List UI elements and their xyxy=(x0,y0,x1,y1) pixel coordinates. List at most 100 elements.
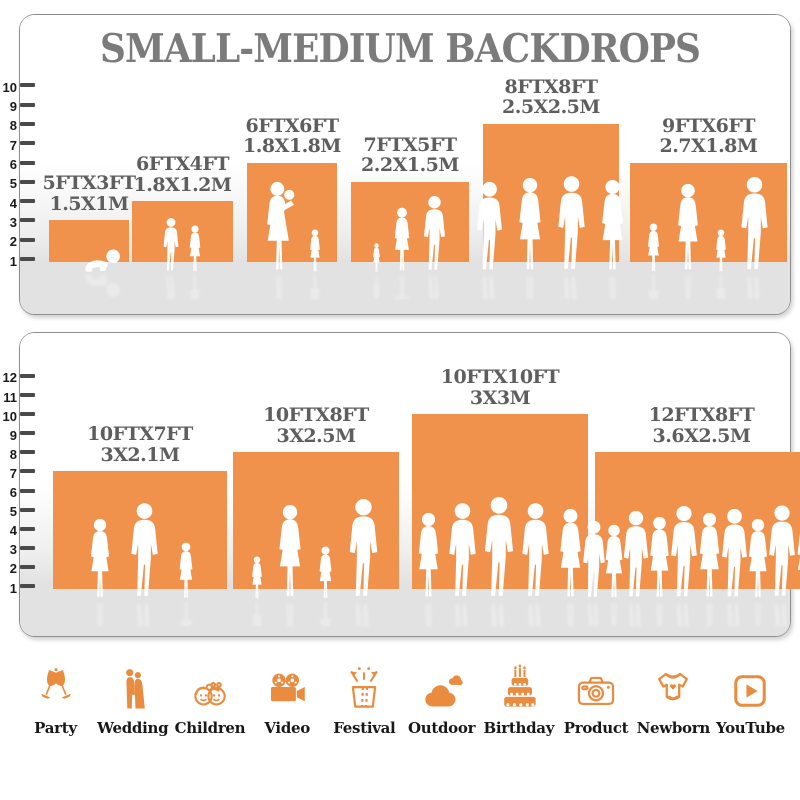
axis-tick-label: 4 xyxy=(9,523,17,539)
woman-silhouette xyxy=(373,243,380,272)
person-silhouette-wrap xyxy=(593,179,632,273)
axis-tick-label: 2 xyxy=(9,234,17,250)
person-silhouette-wrap xyxy=(642,516,677,600)
backdrop-size-label: 10FTX8FT 3X2.5M xyxy=(206,405,426,446)
woman-silhouette xyxy=(601,179,623,270)
axis-tick-mark xyxy=(20,102,35,107)
man-silhouette xyxy=(349,499,378,596)
woman-silhouette xyxy=(518,177,541,270)
category-label: Birthday xyxy=(483,719,555,737)
category-label: Newborn xyxy=(636,719,711,737)
axis-tick-mark xyxy=(20,83,35,88)
person-silhouette-wrap xyxy=(551,508,590,600)
man-silhouette xyxy=(583,520,605,597)
woman-silhouette xyxy=(279,504,301,597)
backdrop-size-meters: 3X2.5M xyxy=(276,424,356,447)
person-silhouette-wrap xyxy=(552,175,591,273)
person-silhouette-wrap xyxy=(343,498,384,600)
category-label: Children xyxy=(174,719,246,737)
axis-tick-mark xyxy=(20,393,35,397)
axis-tick-label: 2 xyxy=(9,561,17,577)
person-silhouette-wrap xyxy=(735,176,774,273)
backdrop-size-feet: 6FTX6FT xyxy=(245,114,339,137)
bar-people-group xyxy=(207,181,377,273)
person-silhouette-wrap xyxy=(516,502,555,600)
backdrop-size-label: 10FTX10FT 3X3M xyxy=(390,367,610,408)
category-label: YouTube xyxy=(715,719,785,737)
man-silhouette xyxy=(484,497,514,596)
axis-tick-mark xyxy=(20,160,35,165)
woman-silhouette xyxy=(678,183,698,270)
man-silhouette xyxy=(769,505,795,596)
medium-backdrops-panel: 1 2 3 4 5 6 7 8 9 10 11 12 10FTX7FT 3X2.1M 10FTX8FT 3X2… xyxy=(3,332,800,637)
category-item-video: Video xyxy=(250,655,325,737)
category-item-outdoor: Outdoor xyxy=(404,655,479,737)
person-silhouette-wrap xyxy=(419,195,450,273)
category-label: Product xyxy=(563,719,629,737)
person-silhouette-wrap xyxy=(370,243,383,273)
backdrop-size-label: 5FTX3FT 1.5X1M xyxy=(0,173,199,214)
backdrop-size-label: 8FTX8FT 2.5X2.5M xyxy=(441,77,661,118)
woman-silhouette xyxy=(797,533,800,570)
axis-tick-label: 1 xyxy=(9,253,17,269)
category-item-youtube: YouTube xyxy=(713,655,788,737)
backdrop-bar-12ftx8ft xyxy=(583,452,800,626)
woman-silhouette xyxy=(394,207,410,271)
backdrop-size-feet: 10FTX8FT xyxy=(263,404,369,427)
backdrop-size-feet: 10FTX7FT xyxy=(87,423,193,446)
person-silhouette-wrap xyxy=(306,229,324,273)
small-backdrops-panel: 1 2 3 4 5 6 7 8 9 10 5FTX3FT 1.5X1M 6FTX4FT 1.8X1.2M 6… xyxy=(3,14,791,315)
axis-tick-label: 4 xyxy=(9,195,17,211)
person-silhouette-wrap xyxy=(478,496,520,600)
category-item-party: Party xyxy=(18,655,93,737)
backdrop-size-feet: 9FTX6FT xyxy=(662,114,755,137)
category-item-newborn: Newborn xyxy=(636,655,711,737)
person-silhouette-wrap xyxy=(716,508,753,600)
category-item-festival: Festival xyxy=(327,655,402,737)
axis-tick-label: 6 xyxy=(9,157,17,172)
axis-tick-mark xyxy=(20,179,35,184)
person-silhouette-wrap xyxy=(789,600,800,626)
axis-tick-label: 7 xyxy=(9,137,17,153)
person-silhouette-wrap xyxy=(643,223,664,273)
category-label: Wedding xyxy=(97,719,169,737)
backdrop-size-feet: 10FTX10FT xyxy=(440,366,560,389)
person-silhouette-wrap xyxy=(314,546,337,600)
bar-people-group xyxy=(555,504,800,600)
axis-tick-label: 9 xyxy=(9,99,17,115)
person-silhouette-wrap xyxy=(248,556,266,600)
mother-with-baby-silhouette xyxy=(267,181,295,270)
bar-people-group xyxy=(372,496,628,600)
person-silhouette-wrap xyxy=(669,183,707,273)
man-silhouette xyxy=(476,181,502,270)
man-silhouette xyxy=(163,218,179,271)
birthday-icon xyxy=(494,655,544,715)
backdrop-size-label: 10FTX7FT 3X2.1M xyxy=(30,424,250,465)
festival-icon xyxy=(339,655,389,715)
axis-tick-mark xyxy=(20,564,35,569)
person-silhouette-wrap xyxy=(763,504,800,600)
axis-tick-mark xyxy=(20,450,35,455)
person-silhouette-wrap xyxy=(83,518,117,600)
woman-silhouette xyxy=(605,524,623,597)
category-item-children: Children xyxy=(172,655,247,737)
backdrop-size-meters: 2.5X2.5M xyxy=(502,96,600,119)
woman-silhouette xyxy=(716,229,726,272)
backdrop-size-feet: 6FTX4FT xyxy=(136,153,229,176)
axis-tick-label: 9 xyxy=(9,427,17,443)
backdrop-bar-6ftx6ft xyxy=(247,162,337,299)
backdrop-size-label: 12FTX8FT 3.6X2.5M xyxy=(592,405,800,446)
category-item-product: Product xyxy=(559,655,634,737)
man-silhouette xyxy=(130,503,158,596)
axis-tick-mark xyxy=(20,218,35,223)
man-silhouette xyxy=(424,196,445,270)
product-icon xyxy=(569,655,623,715)
woman-silhouette xyxy=(418,512,439,597)
person-silhouette-wrap xyxy=(691,512,728,600)
axis-tick-label: 6 xyxy=(9,485,17,500)
newborn-icon xyxy=(647,655,699,715)
woman-silhouette xyxy=(648,223,659,271)
outdoor-icon xyxy=(415,655,469,715)
axis-tick-label: 12 xyxy=(2,370,17,386)
backdrop-size-meters: 1.5X1M xyxy=(49,192,129,215)
